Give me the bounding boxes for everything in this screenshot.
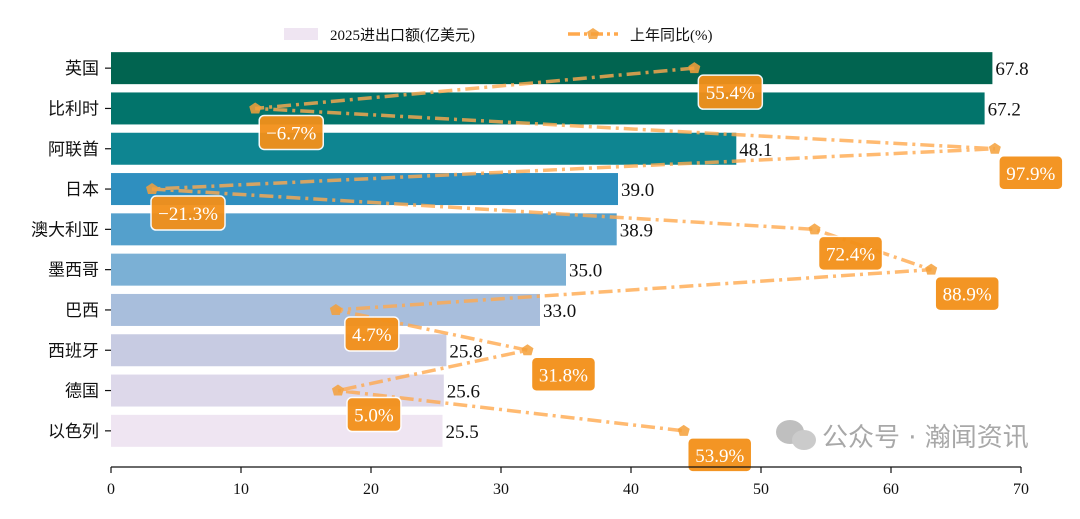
category-label: 墨西哥 bbox=[48, 261, 99, 280]
bar-value-label: 33.0 bbox=[543, 301, 576, 322]
bar-value-label: 67.8 bbox=[995, 59, 1028, 80]
legend-marker bbox=[587, 28, 599, 39]
bar-value-label: 67.2 bbox=[988, 99, 1021, 120]
legend: 2025进出口额(亿美元) 上年同比(%) bbox=[284, 27, 713, 44]
yoy-value-box bbox=[346, 396, 402, 433]
yoy-value-box bbox=[344, 316, 400, 352]
legend-label-line: 上年同比(%) bbox=[630, 27, 713, 44]
x-tick-label: 20 bbox=[363, 481, 379, 498]
yoy-marker bbox=[677, 424, 690, 436]
bar bbox=[111, 253, 566, 286]
yoy-value-box bbox=[686, 437, 753, 473]
category-label: 日本 bbox=[65, 180, 99, 199]
category-label: 巴西 bbox=[65, 301, 99, 320]
bar bbox=[111, 52, 993, 85]
x-tick-label: 70 bbox=[1013, 481, 1029, 498]
category-label: 西班牙 bbox=[48, 341, 99, 360]
x-tick-label: 0 bbox=[107, 481, 115, 498]
yoy-marker bbox=[925, 263, 938, 275]
yoy-value-label: −6.7% bbox=[266, 123, 316, 144]
yoy-marker bbox=[808, 223, 821, 235]
yoy-value-label: 88.9% bbox=[943, 285, 992, 306]
category-label: 以色列 bbox=[48, 422, 99, 441]
legend-swatch-bar bbox=[284, 28, 318, 40]
category-label: 比利时 bbox=[48, 99, 99, 118]
category-label: 英国 bbox=[65, 59, 99, 78]
yoy-line-series: 55.4% −6.7% 97.9% −21.3% 72.4% 88.9% 4.7% 31.8%… bbox=[146, 62, 1064, 473]
x-tick-label: 30 bbox=[493, 481, 509, 498]
yoy-marker bbox=[331, 384, 344, 396]
yoy-value-label: 31.8% bbox=[539, 365, 588, 386]
yoy-value-box bbox=[934, 275, 1000, 312]
x-tick-label: 50 bbox=[753, 481, 769, 498]
yoy-value-label: 97.9% bbox=[1006, 164, 1055, 185]
category-label: 澳大利亚 bbox=[31, 220, 99, 239]
yoy-marker bbox=[688, 62, 701, 74]
yoy-value-label: 4.7% bbox=[352, 325, 392, 346]
bar-value-label: 25.6 bbox=[447, 382, 480, 403]
yoy-value-label: −21.3% bbox=[158, 204, 218, 225]
yoy-value-box bbox=[150, 195, 226, 231]
yoy-line bbox=[151, 66, 995, 433]
yoy-marker bbox=[988, 142, 1001, 154]
wechat-icon-bubble bbox=[792, 430, 816, 450]
x-tick-label: 10 bbox=[233, 481, 249, 498]
watermark-text: 公众号 · 瀚闻资讯 bbox=[822, 423, 1029, 453]
yoy-value-box bbox=[258, 114, 324, 151]
bar bbox=[111, 92, 985, 125]
bar-value-label: 48.1 bbox=[739, 140, 772, 161]
legend-label-bar: 2025进出口额(亿美元) bbox=[330, 27, 475, 44]
bar-value-label: 25.5 bbox=[446, 422, 479, 443]
category-label: 阿联酋 bbox=[48, 140, 99, 159]
bar-value-label: 25.8 bbox=[449, 341, 482, 362]
yoy-value-box bbox=[697, 74, 764, 110]
yoy-value-box bbox=[817, 235, 884, 272]
yoy-value-label: 5.0% bbox=[354, 406, 394, 427]
bar-value-label: 35.0 bbox=[569, 261, 602, 282]
bar-value-label: 38.9 bbox=[620, 220, 653, 241]
yoy-value-label: 55.4% bbox=[706, 83, 755, 104]
yoy-value-box bbox=[998, 155, 1064, 191]
bar bbox=[111, 132, 737, 165]
yoy-marker bbox=[146, 183, 159, 195]
x-tick-label: 60 bbox=[883, 481, 899, 498]
category-label: 德国 bbox=[65, 382, 99, 401]
yoy-marker bbox=[521, 344, 534, 356]
x-tick-label: 40 bbox=[623, 481, 639, 498]
watermark: 公众号 · 瀚闻资讯 bbox=[776, 420, 1029, 453]
yoy-marker bbox=[329, 303, 342, 315]
yoy-marker bbox=[249, 102, 262, 114]
yoy-value-label: 72.4% bbox=[826, 244, 875, 265]
bar-value-label: 39.0 bbox=[621, 180, 654, 201]
yoy-value-box bbox=[530, 356, 597, 392]
yoy-value-label: 53.9% bbox=[695, 446, 744, 467]
